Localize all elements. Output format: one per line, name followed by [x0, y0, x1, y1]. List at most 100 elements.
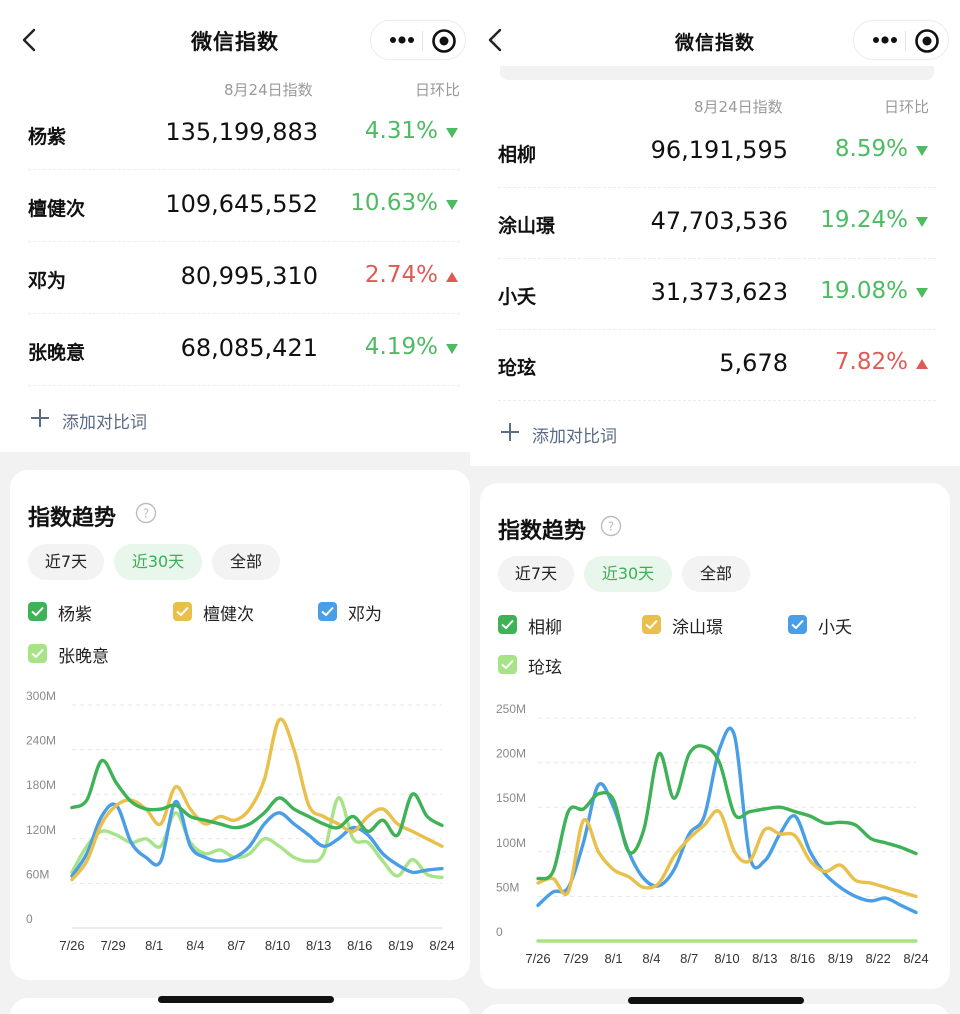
- range-chip-7d[interactable]: 近7天: [28, 544, 104, 580]
- keyword-change: 4.31%: [364, 118, 438, 144]
- x-tick-label: 8/1: [145, 938, 163, 953]
- x-tick-label: 7/29: [100, 938, 125, 953]
- help-icon[interactable]: ?: [135, 502, 157, 524]
- keyword-row[interactable]: 檀健次 109,645,552 10.63%: [28, 170, 460, 242]
- range-chip-30d[interactable]: 近30天: [584, 556, 672, 592]
- trend-card: 指数趋势 ? 近7天 近30天 全部 杨紫 檀健次 邓为 张晚意 0 60M 120…: [10, 470, 470, 980]
- y-tick-label: 150M: [496, 791, 526, 805]
- keyword-change: 10.63%: [350, 190, 438, 216]
- keyword-name: 邓为: [28, 270, 67, 292]
- range-chip-30d[interactable]: 近30天: [114, 544, 202, 580]
- checkbox-icon: [498, 615, 517, 634]
- x-tick-label: 8/16: [347, 938, 372, 953]
- x-tick-label: 8/7: [680, 951, 698, 966]
- change-column-header: 日环比: [884, 98, 930, 116]
- y-tick-label: 60M: [26, 867, 49, 881]
- down-triangle-icon: [446, 344, 458, 354]
- keyword-value: 31,373,623: [650, 278, 788, 306]
- legend-label: 涂山璟: [672, 618, 723, 638]
- help-icon[interactable]: ?: [600, 515, 622, 537]
- series-line-小夭: [536, 726, 918, 915]
- range-chip-all[interactable]: 全部: [682, 556, 750, 592]
- y-tick-label: 300M: [26, 690, 56, 703]
- date-column-header: 8月24日指数: [224, 81, 313, 99]
- range-chip-7d[interactable]: 近7天: [498, 556, 574, 592]
- down-triangle-icon: [916, 217, 928, 227]
- range-chip-all[interactable]: 全部: [212, 544, 280, 580]
- x-tick-label: 8/10: [265, 938, 290, 953]
- close-target-icon[interactable]: [431, 28, 457, 54]
- keyword-value: 47,703,536: [650, 207, 788, 235]
- change-column-header: 日环比: [415, 81, 461, 99]
- series-line-涂山璟: [536, 809, 918, 899]
- y-tick-label: 100M: [496, 836, 526, 850]
- keyword-name: 小夭: [498, 286, 537, 308]
- scroll-shadow: [500, 66, 934, 80]
- keyword-row[interactable]: 张晚意 68,085,421 4.19%: [28, 314, 460, 386]
- series-line-相柳: [536, 744, 918, 881]
- keyword-change: 19.08%: [820, 278, 908, 304]
- legend-label: 玱玹: [528, 658, 562, 678]
- home-indicator[interactable]: [158, 996, 334, 1003]
- x-tick-label: 8/4: [642, 951, 660, 966]
- more-icon[interactable]: [387, 30, 417, 50]
- x-tick-label: 8/13: [306, 938, 331, 953]
- back-arrow-icon[interactable]: [484, 26, 508, 54]
- capsule-divider: [422, 31, 423, 51]
- date-column-header: 8月24日指数: [694, 98, 783, 116]
- more-icon[interactable]: [870, 30, 900, 50]
- checkbox-icon: [788, 615, 807, 634]
- x-tick-label: 8/10: [714, 951, 739, 966]
- legend-label: 张晚意: [58, 647, 109, 667]
- trend-chart: 0 60M 120M 180M 240M 300M 7/26 7/29 8/1 8/4 8/7 8/1…: [26, 690, 455, 953]
- page-title: 微信指数: [191, 30, 279, 54]
- y-tick-label: 250M: [496, 702, 526, 716]
- keyword-row[interactable]: 玱玹 5,678 7.82%: [498, 329, 936, 401]
- svg-text:?: ?: [608, 520, 614, 534]
- keyword-name: 檀健次: [28, 198, 86, 220]
- keyword-value: 135,199,883: [165, 118, 318, 146]
- x-tick-label: 7/26: [525, 951, 550, 966]
- checkbox-icon: [28, 602, 47, 621]
- trend-title: 指数趋势: [28, 506, 117, 531]
- keyword-name: 相柳: [498, 144, 537, 166]
- y-tick-label: 200M: [496, 747, 526, 761]
- x-tick-label: 8/22: [866, 951, 891, 966]
- svg-text:?: ?: [143, 507, 149, 521]
- x-tick-label: 8/19: [828, 951, 853, 966]
- page-title: 微信指数: [674, 32, 755, 54]
- back-arrow-icon[interactable]: [18, 26, 42, 54]
- home-indicator[interactable]: [628, 997, 804, 1004]
- keyword-row[interactable]: 邓为 80,995,310 2.74%: [28, 242, 460, 314]
- trend-card: 指数趋势 ? 近7天 近30天 全部 相柳 涂山璟 小夭 玱玹 0 50M 100M…: [480, 483, 950, 989]
- keyword-change: 19.24%: [820, 207, 908, 233]
- mini-program-capsule: [853, 20, 949, 60]
- keyword-row[interactable]: 杨紫 135,199,883 4.31%: [28, 98, 460, 170]
- checkbox-icon: [173, 602, 192, 621]
- up-triangle-icon: [916, 359, 928, 369]
- y-tick-label: 180M: [26, 778, 56, 792]
- down-triangle-icon: [446, 128, 458, 138]
- series-line-檀健次: [70, 717, 444, 882]
- keyword-row[interactable]: 小夭 31,373,623 19.08%: [498, 258, 936, 330]
- series-line-邓为: [70, 799, 444, 878]
- down-triangle-icon: [446, 200, 458, 210]
- legend-label: 杨紫: [58, 605, 92, 625]
- keyword-change: 4.19%: [364, 334, 438, 360]
- keyword-row[interactable]: 相柳 96,191,595 8.59%: [498, 116, 936, 188]
- keyword-value: 5,678: [719, 349, 788, 377]
- mini-program-capsule: [370, 20, 466, 60]
- legend-label: 小夭: [818, 618, 852, 638]
- x-tick-label: 8/7: [227, 938, 245, 953]
- y-tick-label: 0: [496, 925, 503, 939]
- x-tick-label: 8/24: [903, 951, 928, 966]
- legend-label: 檀健次: [203, 605, 254, 625]
- plus-icon: [31, 409, 49, 427]
- keyword-change: 8.59%: [834, 136, 908, 162]
- close-target-icon[interactable]: [914, 28, 940, 54]
- keyword-value: 96,191,595: [650, 136, 788, 164]
- left-screenshot: 微信指数 8月24日指数 日环比 杨紫 135,199,883 4.31% 檀健…: [0, 0, 470, 1014]
- keyword-row[interactable]: 涂山璟 47,703,536 19.24%: [498, 187, 936, 259]
- checkbox-icon: [318, 602, 337, 621]
- up-triangle-icon: [446, 272, 458, 282]
